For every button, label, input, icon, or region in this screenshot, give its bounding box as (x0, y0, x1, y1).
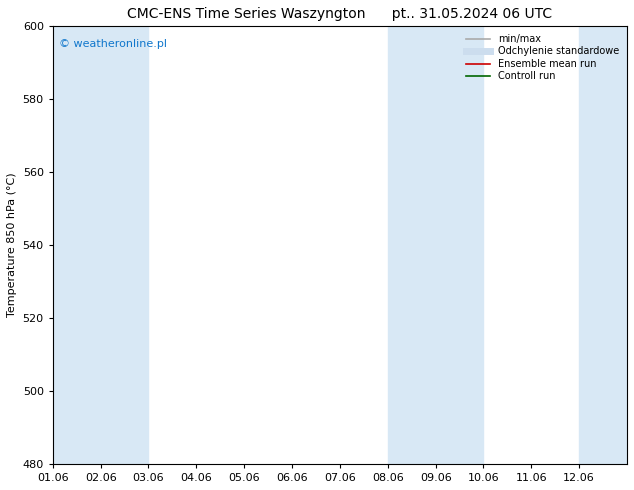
Bar (388, 26, 484, 464)
Legend: min/max, Odchylenie standardowe, Ensemble mean run, Controll run: min/max, Odchylenie standardowe, Ensembl… (463, 31, 622, 84)
Bar (53, 26, 148, 464)
Text: © weatheronline.pl: © weatheronline.pl (58, 39, 167, 49)
Y-axis label: Temperature 850 hPa (°C): Temperature 850 hPa (°C) (7, 173, 17, 318)
Title: CMC-ENS Time Series Waszyngton      pt.. 31.05.2024 06 UTC: CMC-ENS Time Series Waszyngton pt.. 31.0… (127, 7, 552, 21)
Bar (579, 26, 627, 464)
